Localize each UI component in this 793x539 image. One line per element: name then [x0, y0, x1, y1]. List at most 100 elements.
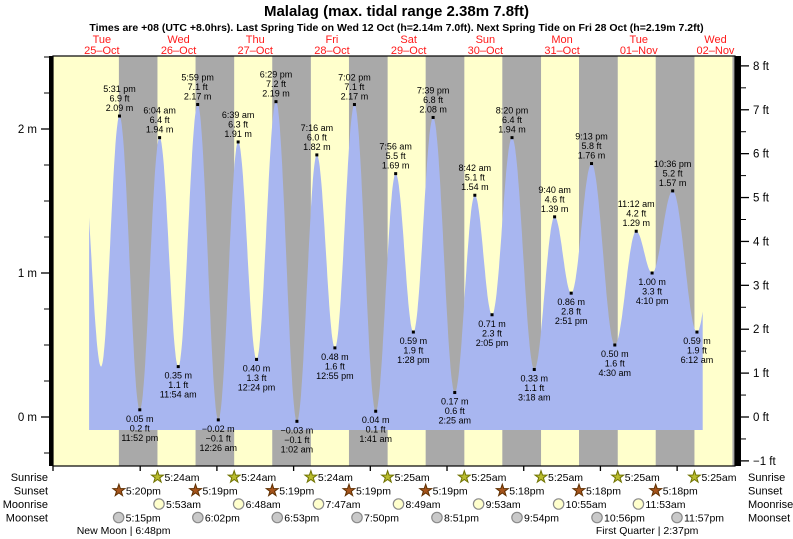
tide-extremum-dot	[315, 153, 319, 157]
tide-annotation-line: 0.17 m	[441, 397, 469, 407]
day-label-dow: Mon	[551, 34, 572, 46]
tide-extremum-dot	[196, 103, 200, 107]
tide-annotation-line: 1.82 m	[303, 142, 331, 152]
day-label-dow: Wed	[167, 34, 189, 46]
tide-annotation-line: 1:41 am	[359, 434, 392, 444]
axis-tick-label-ft: 4 ft	[753, 236, 770, 248]
moon-phase-label: New Moon | 6:48pm	[77, 525, 171, 537]
moonrise-icon	[632, 498, 645, 510]
tide-annotation-line: 7:39 pm	[417, 85, 450, 95]
tide-annotation-line: 1.76 m	[578, 151, 606, 161]
axis-tick-label-ft: 6 ft	[753, 149, 770, 161]
tide-annotation-line: 12:55 pm	[316, 371, 354, 381]
tide-annotation-line: 3:18 am	[518, 392, 551, 402]
tide-annotation-high: 11:12 am4.2 ft1.29 m	[618, 199, 655, 233]
astro-row-label-right-moonrise: Moonrise	[748, 499, 793, 511]
moonset-time: 11:57pm	[684, 513, 724, 525]
tide-extremum-dot	[411, 330, 415, 334]
tide-extremum-dot	[553, 215, 557, 219]
axis-tick-label-ft: 8 ft	[753, 61, 770, 73]
tide-extremum-dot	[590, 162, 594, 166]
tide-annotation-line: 0.50 m	[601, 349, 629, 359]
moonrise-icon	[472, 498, 485, 510]
tide-annotation-line: 0.2 ft	[130, 423, 151, 433]
tide-annotation-line: 6:39 am	[222, 110, 255, 120]
sunset-icon	[571, 482, 587, 497]
axis-tick-label-m: 0 m	[18, 412, 37, 424]
tide-annotation-line: 1.69 m	[382, 161, 410, 171]
tide-annotation-high: 5:31 pm6.9 ft2.09 m	[103, 84, 136, 118]
tide-annotation-line: 0.59 m	[400, 336, 428, 346]
tide-annotation-high: 6:04 am6.4 ft1.94 m	[143, 106, 176, 140]
tide-annotation-high: 8:20 pm6.4 ft1.94 m	[496, 106, 529, 140]
tide-annotation-line: 8:42 am	[459, 163, 492, 173]
sunset-time: 5:20pm	[126, 486, 161, 498]
tide-extremum-dot	[695, 330, 699, 334]
axis-tick-label-ft: −1 ft	[753, 456, 777, 468]
tide-extremum-dot	[532, 367, 536, 371]
tide-annotation-line: 1.1 ft	[524, 383, 545, 393]
sunrise-time: 5:25am	[701, 472, 736, 484]
tide-annotation-line: 1.57 m	[659, 178, 687, 188]
tide-annotation-line: 5:59 pm	[181, 73, 214, 83]
tide-extremum-dot	[352, 103, 356, 107]
tide-extremum-dot	[333, 346, 337, 350]
tide-annotation-line: 8:20 pm	[496, 106, 529, 116]
sunrise-icon	[687, 469, 702, 484]
tide-annotation-line: 1.3 ft	[247, 373, 268, 383]
tide-annotation-line: 11:52 pm	[121, 433, 158, 443]
tide-annotation-line: 0.33 m	[521, 373, 549, 383]
tide-annotation-line: 6:04 am	[143, 106, 176, 116]
moonrise-time: 10:55am	[566, 499, 607, 511]
tide-extremum-dot	[255, 357, 259, 361]
moonset-icon	[271, 511, 284, 524]
tide-annotation-low: 0.17 m0.6 ft2:25 am	[438, 391, 471, 426]
axis-tick-label-ft: 7 ft	[753, 105, 770, 117]
tide-extremum-dot	[453, 391, 457, 395]
tide-annotation-line: 5.2 ft	[663, 168, 684, 178]
sunset-time: 5:19pm	[203, 486, 238, 498]
tide-annotation-line: 11:54 am	[160, 390, 197, 400]
tide-extremum-dot	[236, 140, 240, 144]
sunrise-icon	[303, 469, 319, 484]
axis-tick-label-ft: 0 ft	[753, 412, 770, 424]
tide-annotation-line: 2.8 ft	[561, 307, 582, 317]
tide-annotation-line: 11:12 am	[618, 199, 655, 209]
sunrise-time: 5:24am	[164, 472, 199, 484]
tide-annotation-high: 8:42 am5.1 ft1.54 m	[459, 163, 492, 197]
tide-annotation-line: 0.86 m	[557, 297, 585, 307]
tide-annotation-line: −0.1 ft	[206, 433, 232, 443]
tide-annotation-line: 12:26 am	[200, 443, 238, 453]
tide-annotation-line: 1.94 m	[498, 125, 526, 135]
tide-annotation-low: 0.04 m0.1 ft1:41 am	[359, 409, 392, 444]
tide-annotation-line: 0.04 m	[362, 415, 390, 425]
tide-annotation-line: 12:24 pm	[238, 382, 276, 392]
sunset-time: 5:18pm	[586, 486, 621, 498]
tide-annotation-line: 5.8 ft	[582, 141, 603, 151]
tide-extremum-dot	[158, 136, 162, 140]
sunset-icon	[494, 482, 510, 497]
tide-extremum-dot	[634, 229, 638, 233]
tide-annotation-low: 1.00 m3.3 ft4:10 pm	[636, 271, 668, 306]
tide-extremum-dot	[431, 115, 435, 119]
tide-annotation-line: 1:28 pm	[397, 355, 430, 365]
tide-annotation-line: 2:05 pm	[476, 338, 509, 348]
night-band	[732, 56, 735, 466]
tide-annotation-line: 0.48 m	[321, 352, 349, 362]
astro-row-label-right-sunrise: Sunrise	[748, 472, 785, 484]
tide-annotation-line: 6.4 ft	[502, 115, 523, 125]
tide-annotation-line: 0.71 m	[478, 319, 506, 329]
moonrise-time: 7:47am	[325, 499, 360, 511]
tide-annotation-line: 1.91 m	[224, 129, 252, 139]
sunset-time: 5:19pm	[433, 486, 468, 498]
tide-annotation-line: 1.94 m	[146, 125, 174, 135]
sunrise-time: 5:24am	[241, 472, 276, 484]
tide-annotation-line: 4.2 ft	[626, 209, 647, 219]
sunset-icon	[264, 482, 280, 497]
tide-annotation-line: 1.29 m	[622, 218, 650, 228]
